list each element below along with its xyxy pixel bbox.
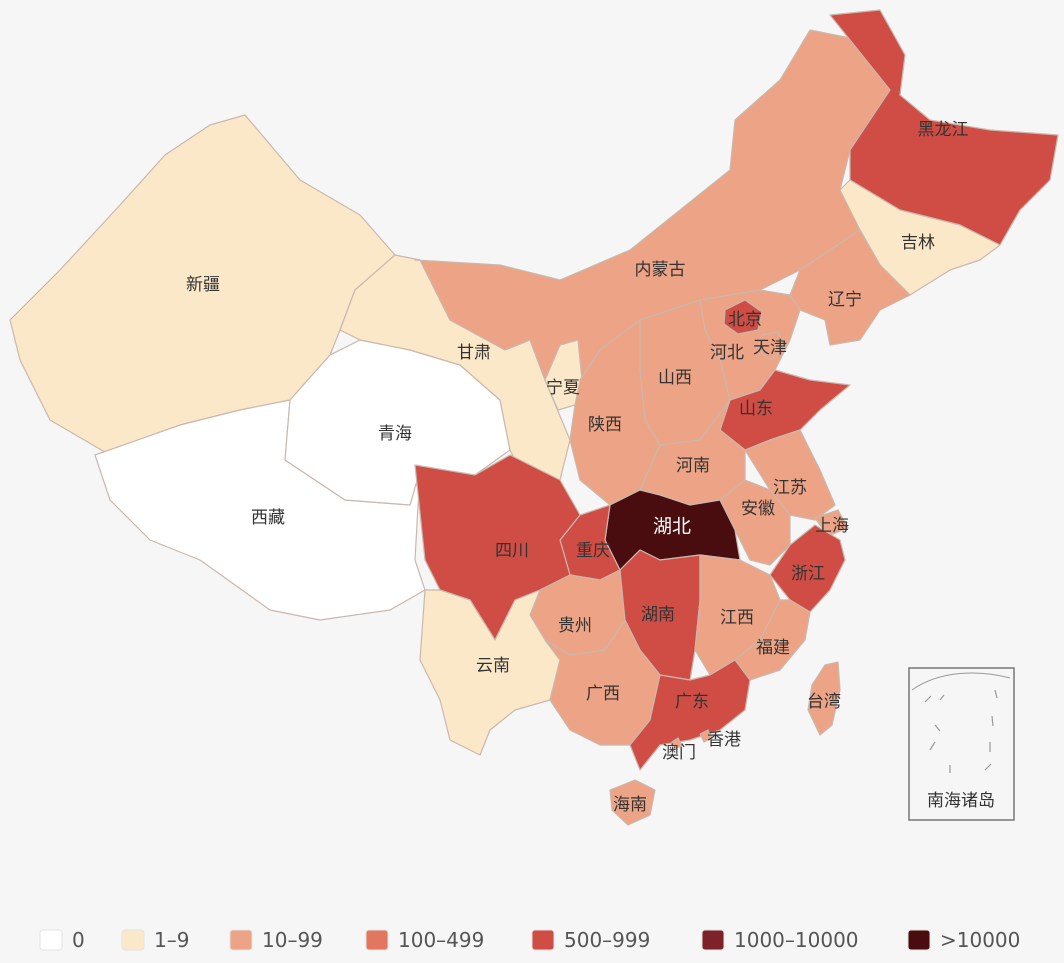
legend-item-2[interactable]: 10–99: [229, 928, 323, 952]
province-zhejiang[interactable]: [769, 524, 846, 613]
label-hainan: 海南: [613, 795, 647, 815]
label-beijing: 北京: [728, 310, 762, 330]
label-tianjin: 天津: [753, 338, 787, 358]
inset-label: 南海诸岛: [927, 791, 995, 811]
label-neimenggu: 内蒙古: [635, 260, 686, 280]
label-heilongjiang: 黑龙江: [918, 120, 969, 140]
province-tianjin[interactable]: [757, 331, 785, 361]
legend-label: 1–9: [154, 928, 189, 952]
label-shanghai: 上海: [815, 516, 849, 536]
label-hongkong: 香港: [707, 730, 741, 750]
province-hongkong[interactable]: [699, 729, 713, 743]
label-shanxi: 山西: [658, 368, 692, 388]
legend-item-1[interactable]: 1–9: [121, 928, 189, 952]
legend-swatch: [907, 929, 931, 951]
label-guizhou: 贵州: [558, 616, 592, 636]
legend-swatch: [531, 929, 555, 951]
inset-coastline: [911, 672, 1011, 691]
label-liaoning: 辽宁: [828, 290, 862, 310]
legend-item-5[interactable]: 1000–10000: [701, 928, 859, 952]
label-xinjiang: 新疆: [186, 275, 220, 295]
south-china-sea-inset: 南海诸岛: [908, 667, 1015, 821]
legend-swatch: [121, 929, 145, 951]
label-hebei: 河北: [710, 343, 744, 363]
label-jiangxi: 江西: [720, 608, 754, 628]
label-sichuan: 四川: [495, 541, 529, 561]
label-qinghai: 青海: [378, 424, 412, 444]
label-macau: 澳门: [662, 743, 696, 763]
legend-swatch: [229, 929, 253, 951]
legend-label: >10000: [940, 928, 1020, 952]
province-heilongjiang[interactable]: [829, 9, 1059, 246]
label-chongqing: 重庆: [576, 541, 610, 561]
legend-label: 1000–10000: [734, 928, 859, 952]
legend: 0 1–9 10–99 100–499 500–999 1000–10000 >10000: [39, 928, 1020, 952]
legend-swatch: [39, 929, 63, 951]
label-zhejiang: 浙江: [791, 564, 825, 584]
province-xizang[interactable]: [94, 399, 426, 621]
label-jiangsu: 江苏: [773, 478, 807, 498]
label-henan: 河南: [676, 456, 710, 476]
legend-item-3[interactable]: 100–499: [365, 928, 484, 952]
legend-swatch: [365, 929, 389, 951]
province-beijing[interactable]: [723, 299, 763, 335]
label-anhui: 安徽: [741, 499, 775, 519]
inset-frame: [908, 667, 1015, 821]
label-jilin: 吉林: [901, 233, 935, 253]
legend-swatch: [701, 929, 725, 951]
label-taiwan: 台湾: [807, 692, 841, 712]
province-taiwan[interactable]: [807, 661, 841, 736]
label-shaanxi: 陕西: [588, 415, 622, 435]
province-hainan[interactable]: [609, 779, 656, 826]
legend-item-6[interactable]: >10000: [907, 928, 1020, 952]
legend-label: 0: [72, 928, 85, 952]
label-ningxia: 宁夏: [546, 378, 580, 398]
label-xizang: 西藏: [251, 508, 285, 528]
label-yunnan: 云南: [476, 656, 510, 676]
label-fujian: 福建: [756, 638, 790, 658]
label-guangxi: 广西: [586, 684, 620, 704]
legend-item-4[interactable]: 500–999: [531, 928, 650, 952]
legend-label: 500–999: [564, 928, 650, 952]
inset-dashes: [924, 689, 998, 773]
legend-item-0[interactable]: 0: [39, 928, 85, 952]
label-gansu: 甘肃: [457, 343, 491, 363]
province-guangdong[interactable]: [629, 659, 751, 771]
label-hunan: 湖南: [641, 605, 675, 625]
legend-label: 100–499: [398, 928, 484, 952]
province-macau[interactable]: [671, 737, 683, 750]
label-hubei: 湖北: [653, 516, 691, 538]
legend-label: 10–99: [262, 928, 323, 952]
provinces-layer: [9, 9, 1059, 826]
label-guangdong: 广东: [675, 692, 709, 712]
label-shandong: 山东: [739, 399, 773, 419]
